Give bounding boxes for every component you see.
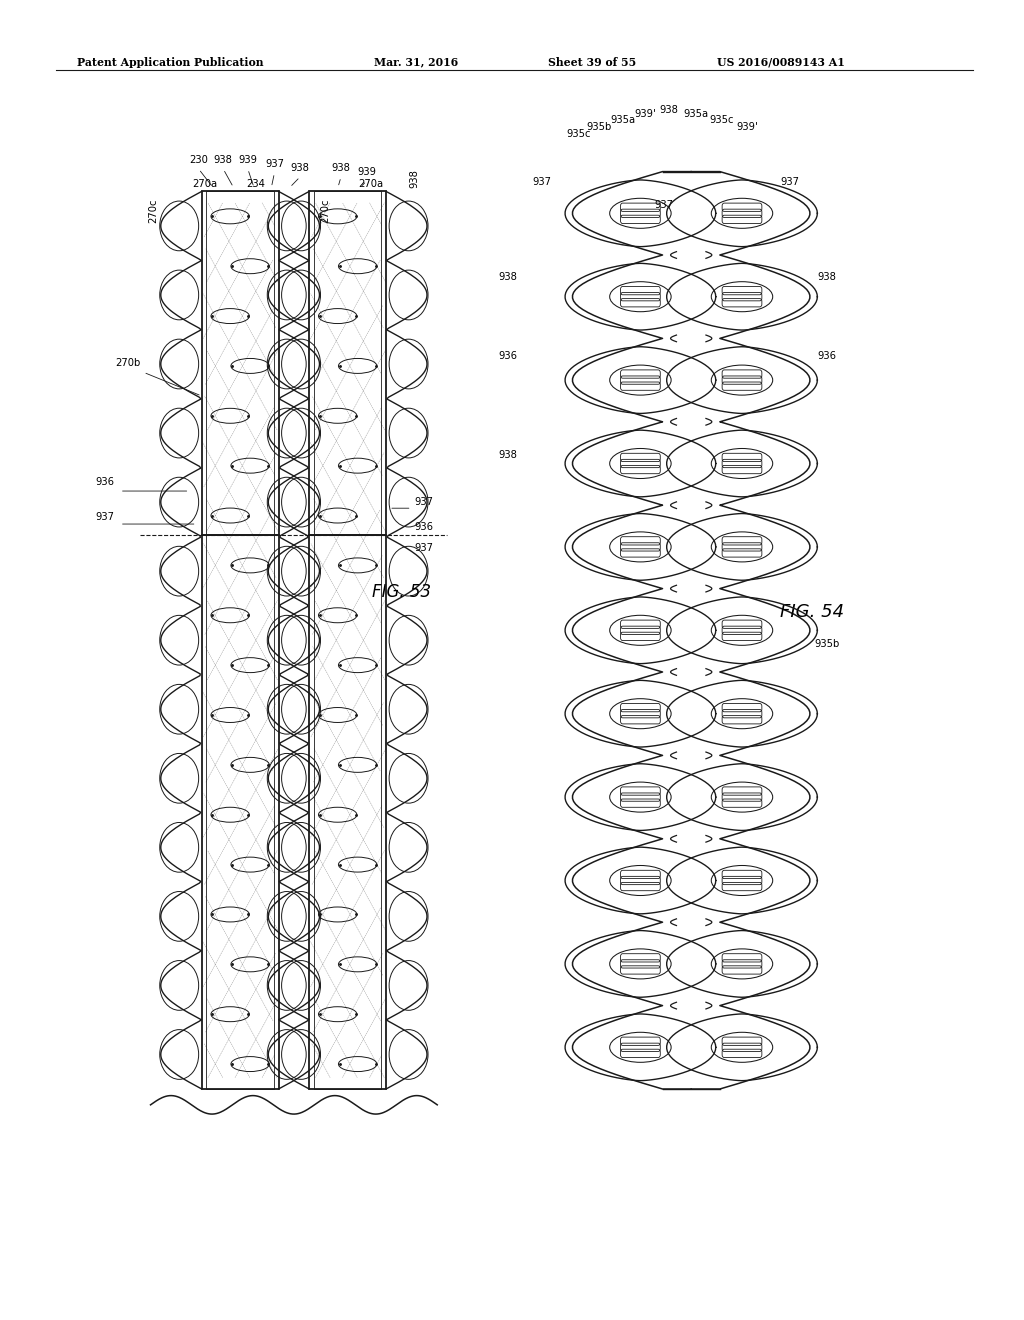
Text: 939: 939 <box>239 154 257 165</box>
Text: 939': 939' <box>736 121 759 132</box>
Text: FIG. 54: FIG. 54 <box>780 603 845 622</box>
Text: 937: 937 <box>265 158 284 169</box>
Text: 936: 936 <box>817 351 837 362</box>
Text: 935a: 935a <box>610 115 635 125</box>
Text: 937: 937 <box>415 496 434 507</box>
Text: 234: 234 <box>247 178 265 189</box>
Bar <box>313 191 381 535</box>
Text: 938: 938 <box>410 169 420 187</box>
Text: 938: 938 <box>291 162 309 173</box>
Text: 936: 936 <box>498 351 517 362</box>
Text: 937: 937 <box>531 177 551 187</box>
Text: Mar. 31, 2016: Mar. 31, 2016 <box>374 57 458 67</box>
Bar <box>207 191 274 535</box>
Text: 937: 937 <box>654 199 673 210</box>
Bar <box>202 191 279 535</box>
Text: 938: 938 <box>499 272 517 282</box>
Bar <box>313 535 381 1089</box>
Text: 936: 936 <box>415 521 434 532</box>
Bar <box>202 535 279 1089</box>
Text: 938: 938 <box>332 162 350 173</box>
Text: FIG. 53: FIG. 53 <box>372 583 431 602</box>
Text: 270a: 270a <box>193 178 217 189</box>
Text: 935a: 935a <box>684 108 709 119</box>
Text: US 2016/0089143 A1: US 2016/0089143 A1 <box>717 57 845 67</box>
Text: 938: 938 <box>817 272 836 282</box>
Text: 935c: 935c <box>566 128 591 139</box>
Text: 936: 936 <box>95 477 115 487</box>
Text: 270a: 270a <box>358 178 383 189</box>
Text: 270c: 270c <box>321 199 331 223</box>
Text: 938: 938 <box>214 154 232 165</box>
Text: 935c: 935c <box>710 115 734 125</box>
Bar <box>309 191 386 535</box>
Bar <box>309 535 386 1089</box>
Text: 270c: 270c <box>148 199 159 223</box>
Text: 937: 937 <box>95 512 115 523</box>
Text: 937: 937 <box>415 543 434 553</box>
Bar <box>207 535 274 1089</box>
Text: 935b: 935b <box>587 121 611 132</box>
Text: 270b: 270b <box>115 358 140 368</box>
Text: 230: 230 <box>189 154 208 165</box>
Text: 937: 937 <box>780 177 800 187</box>
Text: Patent Application Publication: Patent Application Publication <box>77 57 263 67</box>
Text: 939': 939' <box>634 108 656 119</box>
Text: Sheet 39 of 55: Sheet 39 of 55 <box>548 57 636 67</box>
Text: 935b: 935b <box>814 639 840 649</box>
Text: 938: 938 <box>499 450 517 461</box>
Text: 938: 938 <box>659 104 678 115</box>
Text: 939: 939 <box>357 166 376 177</box>
